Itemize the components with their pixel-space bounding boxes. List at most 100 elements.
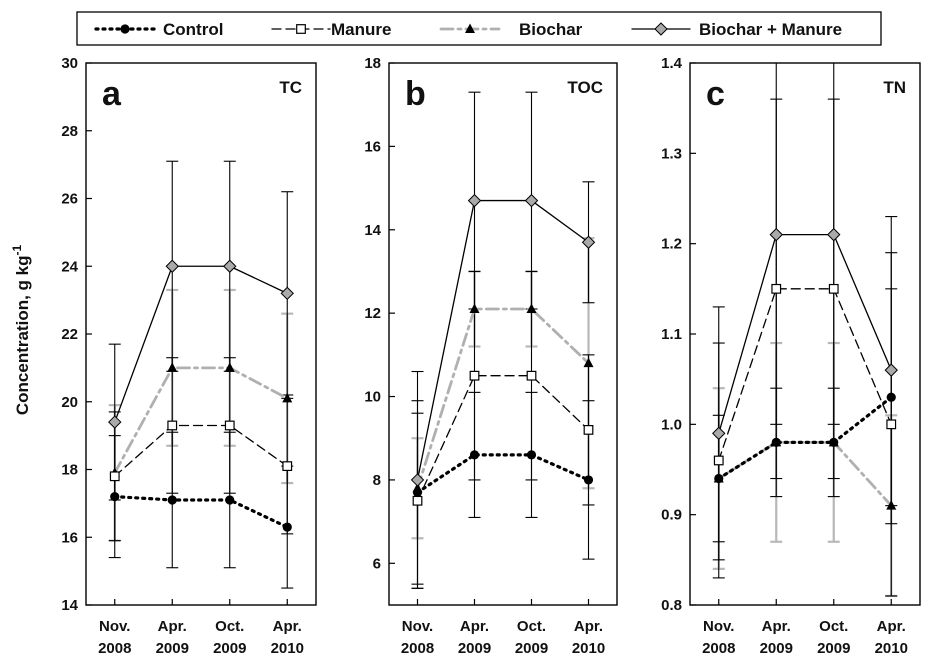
data-point-biochar <box>282 392 293 403</box>
data-point-biochar-manure <box>165 259 179 273</box>
axes-frame <box>85 62 317 606</box>
legend-label-biochar: Biochar <box>519 20 583 39</box>
y-tick-label: 16 <box>364 138 381 155</box>
x-tick-label-year: 2009 <box>156 640 189 654</box>
x-tick-label-month: Oct. <box>819 618 848 635</box>
data-point-manure <box>583 424 594 435</box>
data-point-manure <box>771 283 782 294</box>
data-point-control <box>225 495 235 505</box>
data-point-biochar <box>583 357 594 368</box>
panel-c: 0.8 0.9 1.0 1.1 1.2 1.3 1.4 Nov. 2008 Apr. 2009 Oct… <box>661 55 921 654</box>
data-point-manure <box>282 461 293 472</box>
x-tick-label-year: 2009 <box>213 640 246 654</box>
series-markers-manure <box>713 283 897 466</box>
y-tick-label: 26 <box>61 191 78 208</box>
data-point-control <box>583 475 594 485</box>
series-markers-biochar-manure <box>108 259 294 429</box>
panel-letter: a <box>102 75 122 113</box>
y-tick-label: 18 <box>61 462 78 479</box>
series-line-biochar-manure <box>114 265 288 423</box>
data-point-control <box>714 473 724 484</box>
data-point-biochar <box>526 303 537 313</box>
axes-frame <box>689 62 921 606</box>
y-tick-label: 30 <box>61 55 78 72</box>
y-tick-label: 1.2 <box>661 236 682 253</box>
error-bars-biochar <box>411 237 595 540</box>
plot-area-a <box>108 160 294 589</box>
data-point-manure <box>526 370 537 381</box>
legend-label-control: Control <box>163 20 223 39</box>
data-point-biochar-manure <box>884 363 898 377</box>
series-line-biochar-manure <box>416 199 590 481</box>
y-tick-label: 1.3 <box>661 145 682 162</box>
data-point-biochar <box>469 303 480 313</box>
y-tick-label: 18 <box>364 55 381 72</box>
data-point-control <box>167 495 177 505</box>
y-tick-label: 28 <box>61 123 78 140</box>
data-point-manure <box>224 420 235 431</box>
y-tick-label: 14 <box>364 222 381 239</box>
data-point-biochar-manure <box>108 415 122 429</box>
error-bars-manure <box>411 270 595 589</box>
series-line-biochar-manure <box>718 233 892 435</box>
panel-letter: c <box>706 75 725 113</box>
series-markers-biochar <box>713 436 897 510</box>
data-point-control <box>829 437 839 447</box>
legend-marker-biochar-manure <box>654 22 668 36</box>
x-tick-label-year: 2008 <box>401 640 434 654</box>
data-point-biochar <box>886 500 897 510</box>
data-point-manure <box>886 419 897 430</box>
data-point-manure <box>167 420 178 431</box>
legend-marker-manure <box>296 24 306 34</box>
x-tick-label-year: 2009 <box>458 640 491 654</box>
data-point-biochar <box>167 362 178 372</box>
legend-marker-control <box>120 24 130 34</box>
y-tick-label: 14 <box>61 597 78 614</box>
y-tick-label: 16 <box>61 529 78 546</box>
data-point-manure <box>412 495 423 506</box>
panel-a: 14 16 18 20 22 24 26 28 30 Nov. 2008 Apr. 2009 Oct. 20… <box>61 55 317 654</box>
series-line-manure <box>114 424 288 477</box>
x-tick-label-month: Oct. <box>517 618 546 635</box>
x-tick-label-month: Nov. <box>99 618 130 635</box>
error-bars-biochar <box>108 288 294 542</box>
legend-item-manure: Manure <box>271 20 391 39</box>
plot-area-c <box>712 63 898 598</box>
series-line-biochar <box>113 366 289 475</box>
data-point-control <box>771 437 781 447</box>
y-tick-label: 0.9 <box>661 507 682 524</box>
axes-frame <box>388 62 618 606</box>
data-point-biochar-manure <box>581 235 596 249</box>
data-point-control <box>110 492 120 502</box>
y-tick-label: 1.1 <box>661 326 682 343</box>
data-point-biochar-manure <box>712 426 726 441</box>
x-tick-label-year: 2009 <box>760 640 793 654</box>
legend-label-manure: Manure <box>331 20 391 39</box>
data-point-biochar <box>224 362 235 372</box>
x-tick-label-month: Apr. <box>273 618 302 635</box>
panel-title: TOC <box>567 78 603 97</box>
error-bars-biochar <box>712 341 898 598</box>
y-tick-label: 8 <box>373 472 381 489</box>
y-tick-label: 1.0 <box>661 416 682 433</box>
panel-title: TC <box>279 78 302 97</box>
legend-item-biochar: Biochar <box>439 20 583 39</box>
series-markers-manure <box>109 420 293 482</box>
data-point-biochar-manure <box>467 193 482 208</box>
error-bars-biochar-manure <box>411 91 595 589</box>
x-tick-label-year: 2010 <box>572 640 605 654</box>
series-markers-biochar-manure <box>712 227 898 441</box>
data-point-control <box>282 522 292 532</box>
series-markers-control <box>412 450 594 498</box>
y-tick-label: 22 <box>61 326 78 343</box>
series-line-manure <box>718 288 892 462</box>
y-tick-label: 12 <box>364 305 381 322</box>
legend: Control Manure Biochar Biochar + Manure <box>76 11 882 46</box>
y-tick-label: 6 <box>373 555 381 572</box>
error-bars-biochar-manure <box>108 160 294 501</box>
series-markers-biochar <box>412 303 594 493</box>
error-bars-manure <box>712 98 898 597</box>
series-line-manure <box>416 375 590 502</box>
error-bars-manure <box>108 357 294 542</box>
